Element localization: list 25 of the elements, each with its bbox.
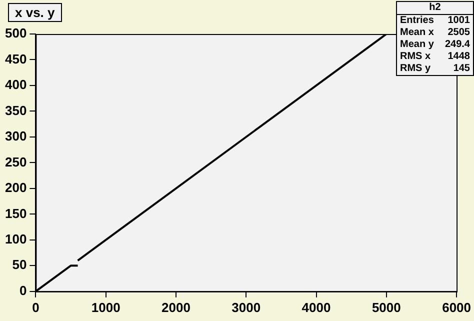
- y-tick-label: 500: [4, 26, 27, 41]
- y-tick-label: 300: [4, 128, 27, 144]
- x-tick-label: 5000: [372, 300, 401, 315]
- y-tick-label: 150: [4, 206, 27, 221]
- y-tick-label: 350: [4, 102, 27, 118]
- x-tick-label: 4000: [302, 300, 331, 315]
- x-tick-label: 0: [32, 300, 40, 315]
- text: h2: [397, 2, 473, 15]
- y-tick-label: 400: [4, 77, 27, 92]
- y-tick-label: 50: [12, 257, 27, 272]
- y-tick-label: 100: [4, 232, 27, 246]
- y-tick-label: 0: [19, 282, 27, 298]
- chart-title: x vs. y: [8, 3, 62, 22]
- text: RMS y 145: [400, 63, 470, 74]
- y-tick-label: 200: [4, 180, 27, 196]
- y-tick-label: 250: [4, 154, 27, 170]
- text: RMS x 1448: [400, 51, 470, 62]
- x-tick-label: 3000: [232, 300, 261, 315]
- x-tick-label: 1000: [91, 300, 120, 315]
- x-tick-label: 2000: [162, 300, 190, 315]
- annotation: Mean y 249.4: [400, 39, 470, 51]
- text: Mean x 2505: [400, 27, 470, 38]
- text: Entries 1001: [400, 15, 470, 26]
- y-tick-label: 450: [4, 51, 27, 66]
- x-tick-label: 6000: [442, 300, 471, 315]
